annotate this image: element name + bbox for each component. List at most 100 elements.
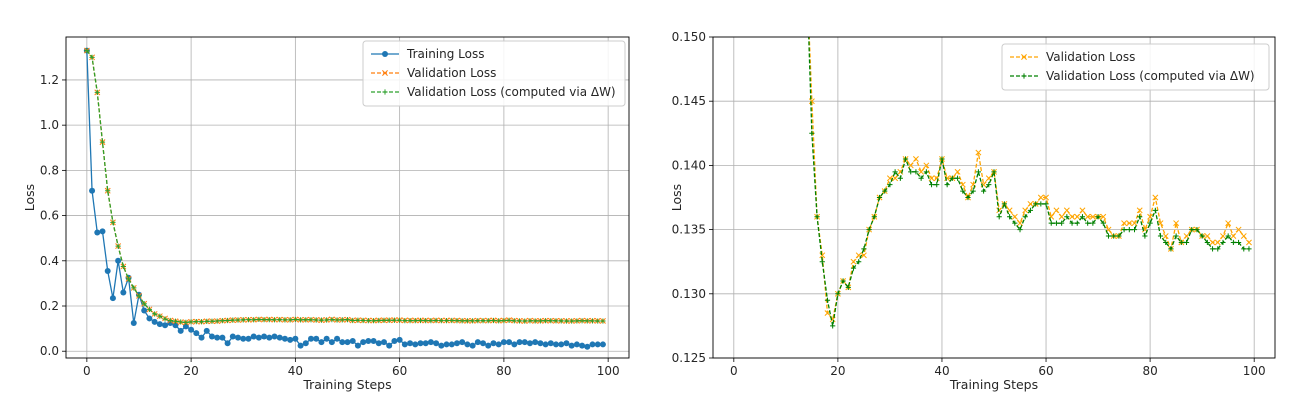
data-point xyxy=(328,339,335,346)
data-point xyxy=(459,318,465,324)
data-point xyxy=(594,341,601,348)
data-point xyxy=(1183,239,1190,246)
data-point xyxy=(595,318,601,324)
legend-box xyxy=(362,40,626,107)
data-point xyxy=(1173,233,1179,239)
data-point xyxy=(861,246,867,252)
data-point xyxy=(235,317,241,323)
x-tick-label: 20 xyxy=(183,364,198,378)
data-point xyxy=(1033,201,1039,207)
data-point xyxy=(448,341,455,348)
data-point xyxy=(177,327,184,334)
data-point xyxy=(433,317,439,324)
data-point xyxy=(1230,239,1236,246)
data-point xyxy=(334,317,340,323)
data-point xyxy=(182,323,189,330)
data-point xyxy=(496,318,502,324)
data-point xyxy=(313,317,319,323)
data-point xyxy=(1204,239,1210,246)
data-point xyxy=(522,318,528,324)
y-axis-label: Loss xyxy=(22,184,37,211)
data-point xyxy=(183,319,189,325)
data-point xyxy=(569,318,575,324)
data-point xyxy=(1220,233,1226,239)
x-tick-label: 0 xyxy=(730,364,738,378)
data-point xyxy=(308,317,314,323)
data-point xyxy=(412,341,419,348)
data-point xyxy=(1235,226,1242,233)
data-point xyxy=(417,340,424,347)
data-point xyxy=(302,340,309,347)
data-point xyxy=(266,334,273,341)
data-point xyxy=(830,323,836,329)
data-point xyxy=(130,319,137,326)
data-point xyxy=(980,188,987,194)
data-point xyxy=(1038,201,1044,207)
data-point xyxy=(323,335,330,342)
data-point xyxy=(1137,214,1143,220)
data-point xyxy=(151,318,158,325)
data-point xyxy=(516,318,523,324)
data-point xyxy=(370,318,377,324)
data-point xyxy=(1131,227,1138,233)
data-point xyxy=(835,291,841,297)
data-point xyxy=(167,317,173,324)
data-point xyxy=(256,316,262,323)
data-point xyxy=(1011,213,1018,220)
data-point xyxy=(1090,220,1096,226)
data-point xyxy=(282,317,288,323)
data-point xyxy=(537,340,544,347)
data-point xyxy=(965,194,971,201)
series-3 xyxy=(84,47,606,325)
data-point xyxy=(402,317,408,324)
data-point xyxy=(1069,220,1075,226)
data-point xyxy=(1074,220,1080,226)
data-point xyxy=(542,318,549,324)
data-point xyxy=(1225,233,1231,239)
data-point xyxy=(960,188,966,194)
data-point xyxy=(1246,246,1252,252)
data-point xyxy=(240,335,247,342)
data-point xyxy=(459,339,466,346)
y-tick-label: 0.145 xyxy=(672,94,706,108)
data-point xyxy=(370,338,377,345)
data-point xyxy=(500,339,507,346)
data-point xyxy=(386,342,393,349)
data-point xyxy=(485,318,491,324)
data-point xyxy=(547,340,554,347)
data-point xyxy=(1121,227,1127,233)
legend-box xyxy=(1001,43,1270,91)
data-point xyxy=(99,139,106,145)
data-point xyxy=(923,162,930,169)
data-point xyxy=(407,340,414,347)
chart-training-validation-loss: 0 20 40 60 80 100 0.0 0.2 0.4 0.6 0.8 1.0 1.2 Traini… xyxy=(22,36,630,392)
legend-marker-sample xyxy=(382,70,388,76)
y-axis-label: Loss xyxy=(669,184,684,211)
data-point xyxy=(506,339,513,346)
x-tick-label: 80 xyxy=(496,364,511,378)
data-point xyxy=(1058,213,1065,220)
data-point xyxy=(1214,239,1221,246)
data-point xyxy=(954,175,961,181)
data-point xyxy=(1111,233,1117,239)
data-point xyxy=(1163,239,1169,246)
data-point xyxy=(1059,220,1065,226)
data-point xyxy=(261,333,268,340)
data-point xyxy=(1116,233,1122,239)
legend-item: Validation Loss (computed via ΔW) xyxy=(1010,69,1255,83)
data-point xyxy=(1152,207,1158,213)
data-point xyxy=(934,182,940,188)
data-point xyxy=(511,341,518,348)
legend-item: Validation Loss (computed via ΔW) xyxy=(371,85,616,99)
data-point xyxy=(313,335,320,342)
data-point xyxy=(573,341,580,348)
data-point xyxy=(427,339,434,346)
x-axis-label: Training Steps xyxy=(949,377,1038,392)
data-point xyxy=(871,214,877,220)
legend-item: Validation Loss xyxy=(1010,50,1135,64)
data-point xyxy=(1048,220,1054,226)
data-point xyxy=(1017,227,1023,233)
data-point xyxy=(1147,213,1154,220)
series-line xyxy=(808,37,1249,327)
x-tick-label: 60 xyxy=(392,364,407,378)
